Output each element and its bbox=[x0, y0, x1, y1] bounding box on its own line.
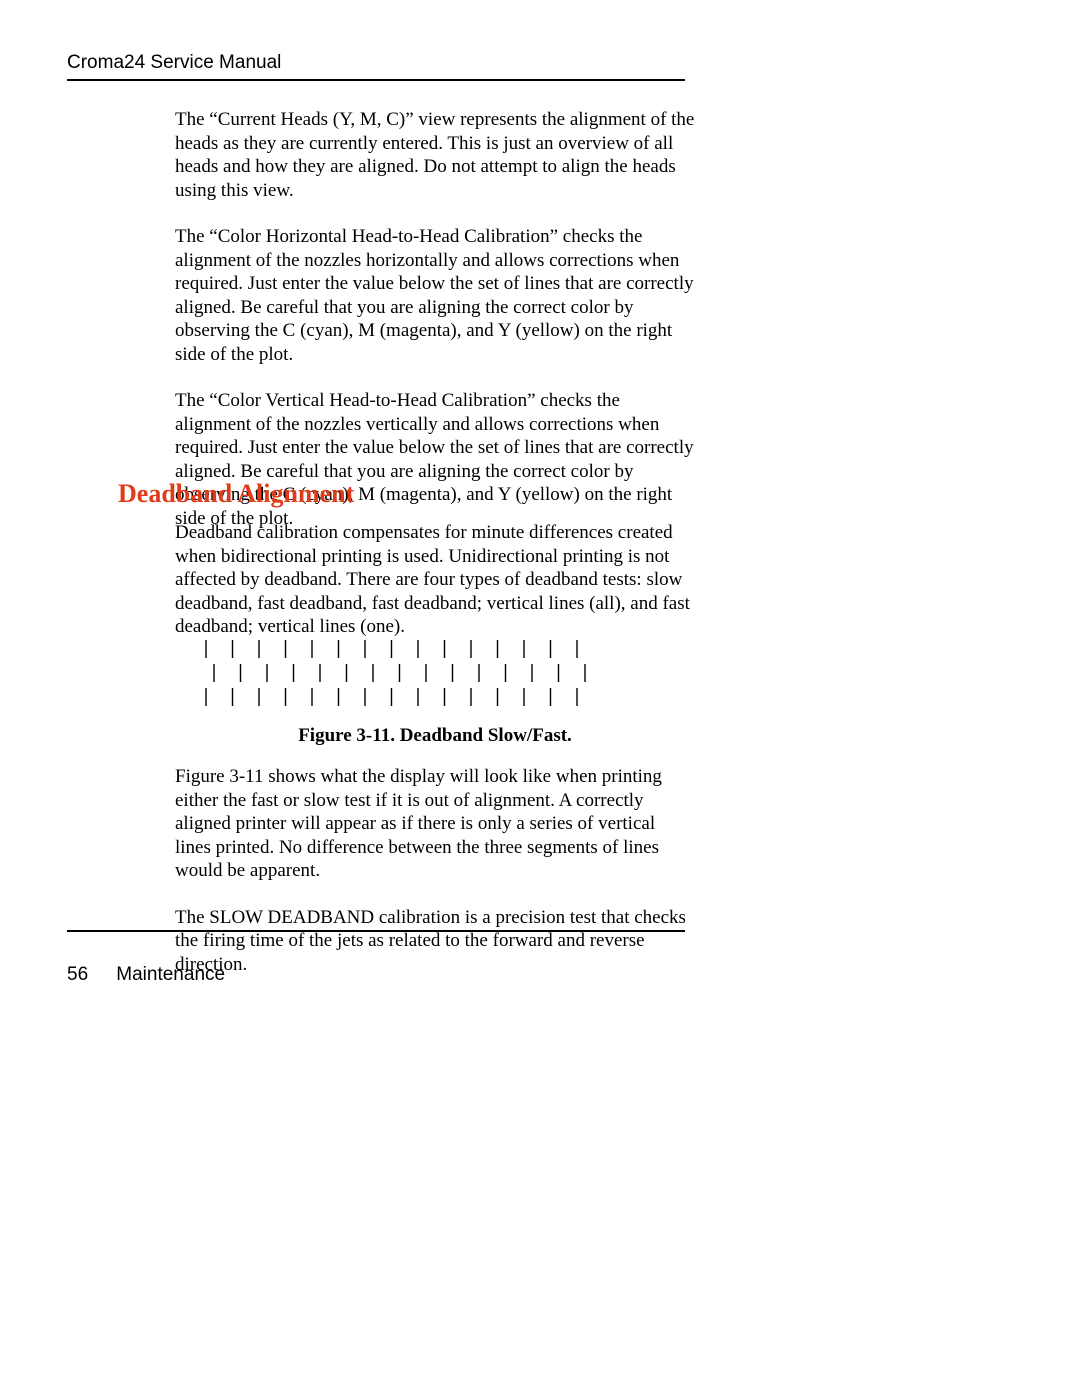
paragraph-current-heads: The “Current Heads (Y, M, C)” view repre… bbox=[175, 108, 695, 202]
deadband-pattern-svg bbox=[200, 638, 592, 708]
section-heading-deadband: Deadband Alignment bbox=[118, 479, 354, 509]
horizontal-rule-bottom bbox=[67, 930, 685, 932]
document-page: Croma24 Service Manual The “Current Head… bbox=[0, 0, 1080, 1397]
page-number: 56 bbox=[67, 964, 111, 986]
figure-caption: Figure 3-11. Deadband Slow/Fast. bbox=[175, 725, 695, 747]
horizontal-rule-top bbox=[67, 79, 685, 81]
paragraph-figure-explain: Figure 3-11 shows what the display will … bbox=[175, 765, 695, 883]
figure-caption-wrap: Figure 3-11. Deadband Slow/Fast. bbox=[175, 725, 695, 747]
header-title: Croma24 Service Manual bbox=[67, 52, 281, 73]
section-title: Deadband Alignment bbox=[118, 479, 354, 508]
body-block-2: Deadband calibration compensates for min… bbox=[175, 521, 695, 639]
paragraph-deadband-intro: Deadband calibration compensates for min… bbox=[175, 521, 695, 639]
paragraph-slow-deadband: The SLOW DEADBAND calibration is a preci… bbox=[175, 906, 695, 977]
page-header: Croma24 Service Manual bbox=[67, 52, 281, 74]
paragraph-horizontal-calibration: The “Color Horizontal Head-to-Head Calib… bbox=[175, 225, 695, 366]
body-block-3: Figure 3-11 shows what the display will … bbox=[175, 765, 695, 976]
figure-deadband bbox=[200, 638, 592, 708]
footer-section: Maintenance bbox=[116, 964, 225, 985]
body-block-1: The “Current Heads (Y, M, C)” view repre… bbox=[175, 108, 695, 530]
page-footer: 56 Maintenance bbox=[67, 964, 225, 986]
